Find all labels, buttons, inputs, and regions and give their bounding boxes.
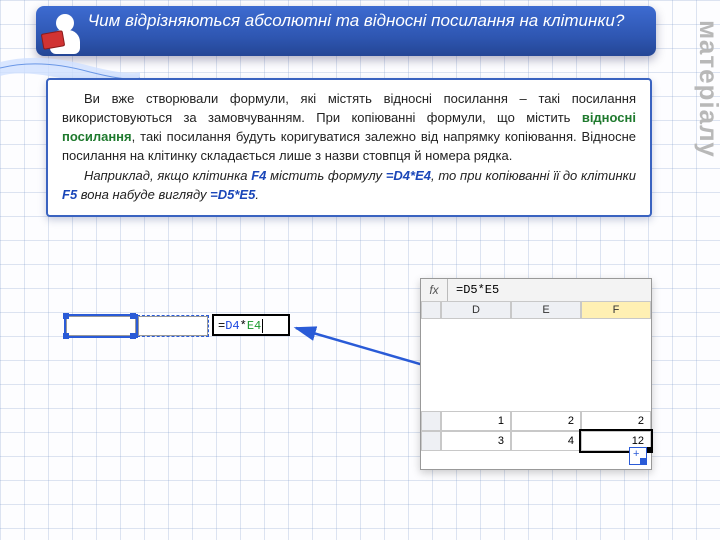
formula-op: * xyxy=(240,319,247,333)
paragraph-1: Ви вже створювали формули, які містять в… xyxy=(62,90,636,165)
autofill-options-icon[interactable]: + xyxy=(629,447,647,465)
fx-value: =D5*E5 xyxy=(448,283,499,297)
formula-editor[interactable]: =D4*E4 xyxy=(212,314,290,336)
text: , то при копіюванні її до клітинки xyxy=(431,168,636,183)
cell-e5: 4 xyxy=(511,431,581,451)
spreadsheet-grid: D E F 1 2 2 3 4 12 + xyxy=(421,301,651,469)
formula-bar: fx =D5*E5 xyxy=(421,279,651,302)
rowhdr-5 xyxy=(421,431,441,451)
title-bar: Чим відрізняються абсолютні та відносні … xyxy=(36,6,656,56)
colhdr-e: E xyxy=(511,301,581,319)
corner-cell xyxy=(421,301,441,319)
rowhdr-4 xyxy=(421,411,441,431)
cell-d4: 1 xyxy=(441,411,511,431)
page-title: Чим відрізняються абсолютні та відносні … xyxy=(88,11,625,30)
text: містить формулу xyxy=(266,168,385,183)
text: , такі посилання будуть коригуватися зал… xyxy=(62,129,636,163)
text: Наприклад, якщо клітинка xyxy=(84,168,251,183)
content-box: Ви вже створювали формули, які містять в… xyxy=(46,78,652,217)
ref-f4: F4 xyxy=(251,168,266,183)
cell-d5: 3 xyxy=(441,431,511,451)
illustration-left: =D4*E4 xyxy=(66,302,326,362)
slide-page: матеріалу Чим відрізняються абсолютні та… xyxy=(0,0,720,540)
paragraph-2: Наприклад, якщо клітинка F4 містить форм… xyxy=(62,167,636,205)
colhdr-f: F xyxy=(581,301,651,319)
cell-d4-selected xyxy=(66,316,136,336)
formula-ref-e4: E4 xyxy=(247,319,261,333)
formula-ref-d4: D4 xyxy=(225,319,239,333)
ref-formula-1: =D4*E4 xyxy=(386,168,431,183)
cell-e4: 2 xyxy=(511,411,581,431)
ref-formula-2: =D5*E5 xyxy=(210,187,255,202)
sidebar-label: матеріалу xyxy=(693,20,720,158)
cell-f4: 2 xyxy=(581,411,651,431)
text: Ви вже створювали формули, які містять в… xyxy=(62,91,636,125)
ref-f5: F5 xyxy=(62,187,77,202)
illustration-right: fx =D5*E5 D E F 1 2 2 3 4 12 + xyxy=(420,278,652,470)
text: вона набуде вигляду xyxy=(77,187,210,202)
fill-handle[interactable] xyxy=(647,447,653,453)
text: . xyxy=(255,187,259,202)
cell-e4-dashed xyxy=(138,316,208,336)
fx-icon: fx xyxy=(421,279,448,301)
colhdr-d: D xyxy=(441,301,511,319)
